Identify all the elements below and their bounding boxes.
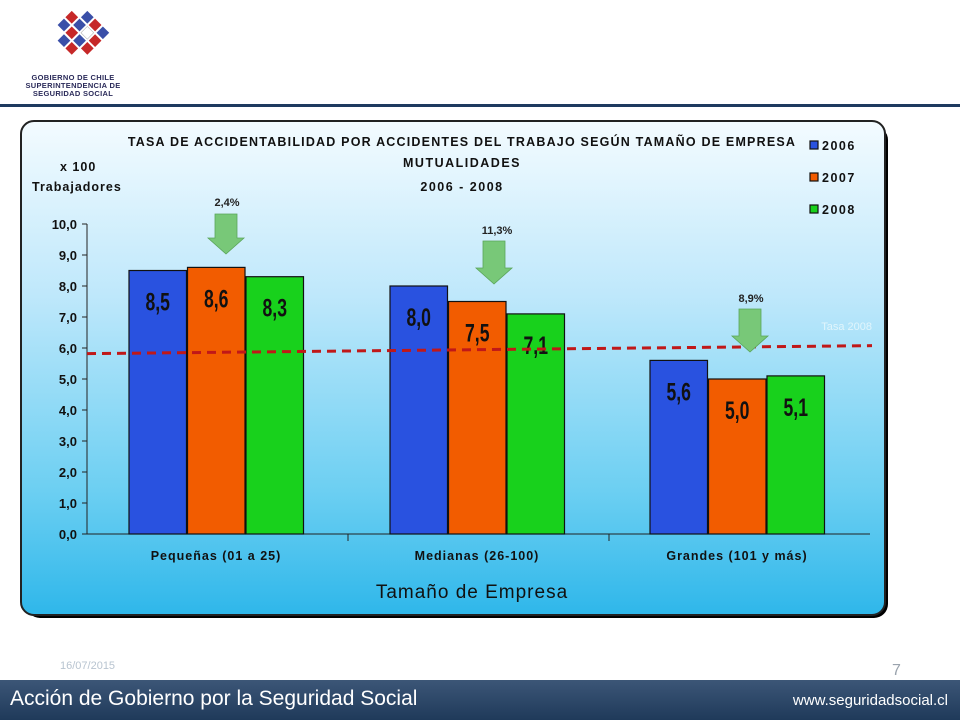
bar-value-label: 5,1 bbox=[784, 393, 808, 422]
decrease-arrow-icon bbox=[730, 308, 770, 353]
chart-title-line-2: MUTUALIDADES bbox=[403, 156, 521, 170]
decrease-arrow-icon bbox=[206, 213, 246, 255]
bar-value-label: 8,6 bbox=[204, 284, 228, 313]
bar-value-label: 5,6 bbox=[667, 377, 691, 406]
legend-swatch-2008 bbox=[809, 204, 819, 214]
y-tick-label: 10,0 bbox=[52, 217, 77, 232]
y-tick-label: 8,0 bbox=[59, 279, 77, 294]
bar-2007 bbox=[707, 378, 767, 535]
bar-value-label: 8,0 bbox=[407, 303, 431, 332]
legend-label-2007: 2007 bbox=[822, 171, 856, 185]
footer-website[interactable]: www.seguridadsocial.cl bbox=[792, 692, 948, 709]
y-axis-unit-line-2: Trabajadores bbox=[32, 180, 122, 194]
y-tick-label: 6,0 bbox=[59, 341, 77, 356]
legend-label-2008: 2008 bbox=[822, 203, 856, 217]
logo-emblem bbox=[57, 10, 110, 55]
y-tick-label: 3,0 bbox=[59, 434, 77, 449]
logo-text: GOBIERNO DE CHILE SUPERINTENDENCIA DE SE… bbox=[18, 74, 128, 98]
superintendencia-logo: GOBIERNO DE CHILE SUPERINTENDENCIA DE SE… bbox=[18, 8, 128, 103]
bar-2006 bbox=[649, 359, 709, 535]
bar-value-label: 8,3 bbox=[263, 293, 287, 322]
change-annotation: 8,9% bbox=[738, 293, 763, 305]
reference-line-tasa-2008 bbox=[86, 344, 873, 356]
reference-line-label: Tasa 2008 bbox=[821, 321, 872, 333]
logo-line-3: SEGURIDAD SOCIAL bbox=[32, 89, 114, 98]
bar-value-label: 7,5 bbox=[465, 318, 489, 347]
y-tick-label: 2,0 bbox=[59, 465, 77, 480]
legend-label-2006: 2006 bbox=[822, 139, 856, 153]
footer-slogan: Acción de Gobierno por la Seguridad Soci… bbox=[10, 687, 418, 710]
logo-line-1: GOBIERNO DE CHILE bbox=[31, 73, 115, 82]
change-annotation: 11,3% bbox=[482, 225, 513, 237]
y-axis-unit-line-1: x 100 bbox=[60, 160, 96, 174]
y-tick-label: 9,0 bbox=[59, 248, 77, 263]
logo-line-2: SUPERINTENDENCIA DE bbox=[25, 81, 121, 90]
bar-2006 bbox=[128, 269, 188, 535]
bar-2007 bbox=[186, 266, 246, 535]
y-tick-label: 7,0 bbox=[59, 310, 77, 325]
bar-value-label: 8,5 bbox=[146, 287, 170, 316]
bar-2008 bbox=[766, 375, 826, 535]
bar-2006 bbox=[389, 285, 449, 535]
x-category-label: Grandes (101 y más) bbox=[666, 549, 807, 563]
chart-title-line-3: 2006 - 2008 bbox=[420, 180, 503, 194]
y-tick-label: 0,0 bbox=[59, 527, 77, 542]
page-number: 7 bbox=[892, 662, 901, 679]
header-divider bbox=[0, 104, 960, 107]
bar-2007 bbox=[447, 300, 507, 535]
x-axis-title: Tamaño de Empresa bbox=[376, 582, 568, 603]
bar-2008 bbox=[506, 313, 566, 535]
bar-value-label: 7,1 bbox=[524, 331, 548, 360]
x-category-label: Pequeñas (01 a 25) bbox=[151, 549, 282, 563]
y-tick-label: 1,0 bbox=[59, 496, 77, 511]
x-category-label: Medianas (26-100) bbox=[415, 549, 540, 563]
bar-value-label: 5,0 bbox=[725, 396, 749, 425]
y-tick-label: 4,0 bbox=[59, 403, 77, 418]
change-annotation: 2,4% bbox=[214, 197, 239, 209]
legend-swatch-2006 bbox=[809, 140, 819, 150]
footer-bar bbox=[0, 680, 960, 720]
decrease-arrow-icon bbox=[474, 240, 514, 285]
chart-title-line-1: TASA DE ACCIDENTABILIDAD POR ACCIDENTES … bbox=[128, 134, 796, 149]
y-tick-label: 5,0 bbox=[59, 372, 77, 387]
legend-swatch-2007 bbox=[809, 172, 819, 182]
bar-2008 bbox=[245, 276, 305, 535]
footer-date: 16/07/2015 bbox=[60, 660, 116, 672]
